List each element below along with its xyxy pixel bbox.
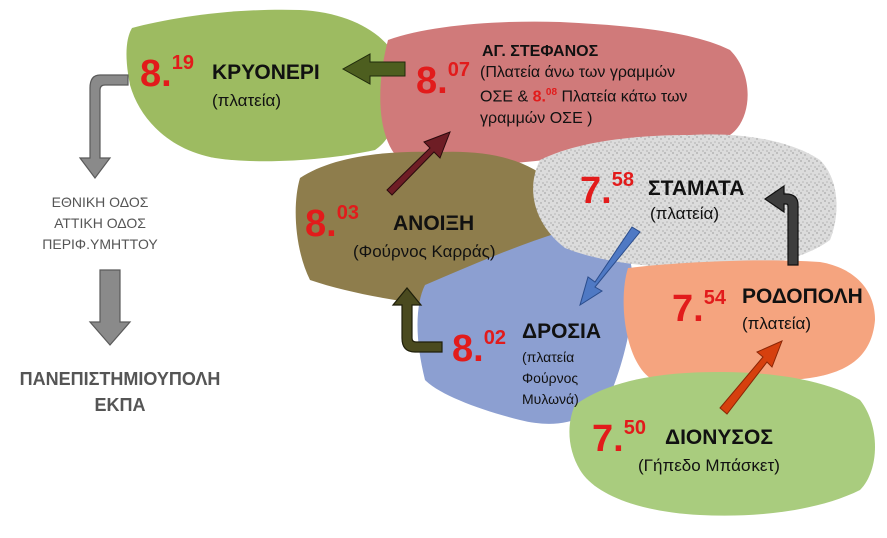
time-drosia: 8.02 [452, 327, 506, 370]
region-drosia [417, 231, 634, 424]
arrow-dionysos-to-rodopoli [719, 340, 783, 415]
destination-line2: ΕΚΠΑ [94, 395, 146, 415]
stop-detail-stamata: (πλατεία) [650, 204, 720, 223]
destination-line1: ΠΑΝΕΠΙΣΤΗΜΙΟΥΠΟΛΗ [19, 369, 221, 389]
stop-detail-drosia-line2: Φούρνος [522, 370, 579, 386]
stop-detail-ag-stefanos-line1: (Πλατεία άνω των γραμμών [480, 64, 676, 81]
stop-detail-kryoneri: (πλατεία) [212, 91, 282, 110]
region-ag-stefanos [380, 21, 748, 165]
stop-detail-drosia-line3: Μυλωνά) [522, 391, 579, 407]
region-stamata [533, 134, 837, 269]
stop-name-rodopoli: ΡΟΔΟΠΟΛΗ [742, 285, 863, 308]
arrow-anoixi-to-ag-stefanos [386, 131, 451, 196]
stop-detail-drosia-line1: (πλατεία [522, 349, 575, 365]
arrow-stamata-to-drosia [579, 226, 641, 307]
time-dionysos: 7.50 [592, 417, 646, 460]
arrow-drosia-to-anoixi [391, 287, 443, 353]
stop-detail-dionysos: (Γήπεδο Μπάσκετ) [638, 456, 780, 475]
time-kryoneri: 8.19 [140, 52, 194, 95]
arrow-rodopoli-to-stamata [763, 184, 799, 266]
route-via-ymittou: ΠΕΡΙΦ.ΥΜΗΤΤΟΥ [42, 236, 158, 252]
stop-name-stamata: ΣΤΑΜΑΤΑ [648, 177, 745, 200]
arrow-kryoneri-to-national-road [78, 74, 129, 179]
stop-detail-anoixi: (Φούρνος Καρράς) [353, 242, 496, 261]
stop-name-ag-stefanos: ΑΓ. ΣΤΕΦΑΝΟΣ [482, 43, 599, 60]
region-dionysos [569, 372, 875, 516]
stop-detail-ag-stefanos-line3: γραμμών ΟΣΕ ) [480, 110, 593, 127]
route-via-attiki-road: ΑΤΤΙΚΗ ΟΔΟΣ [54, 215, 146, 231]
stop-name-drosia: ΔΡΟΣΙΑ [522, 320, 602, 343]
arrow-to-university [88, 269, 132, 346]
time-ag-stefanos: 8.07 [416, 59, 470, 102]
stop-name-kryoneri: ΚΡΥΟΝΕΡΙ [212, 61, 320, 84]
destination: ΠΑΝΕΠΙΣΤΗΜΙΟΥΠΟΛΗ ΕΚΠΑ [0, 366, 240, 418]
arrow-ag-stefanos-to-kryoneri [341, 53, 406, 85]
stop-name-anoixi: ΑΝΟΙΞΗ [393, 212, 475, 235]
stop-detail-rodopoli: (πλατεία) [742, 314, 812, 333]
time-anoixi: 8.03 [305, 202, 359, 245]
region-kryoneri [126, 9, 400, 162]
stop-name-dionysos: ΔΙΟΝΥΣΟΣ [665, 426, 773, 449]
time-rodopoli: 7.54 [672, 287, 726, 330]
region-rodopoli [623, 260, 875, 384]
stop-detail-ag-stefanos-line2: ΟΣΕ & 8.08 Πλατεία κάτω των [480, 87, 688, 106]
route-via-national-road: ΕΘΝΙΚΗ ΟΔΟΣ [51, 194, 149, 210]
time-stamata: 7.58 [580, 169, 634, 212]
route-via: ΕΘΝΙΚΗ ΟΔΟΣ ΑΤΤΙΚΗ ΟΔΟΣ ΠΕΡΙΦ.ΥΜΗΤΤΟΥ [20, 192, 180, 255]
